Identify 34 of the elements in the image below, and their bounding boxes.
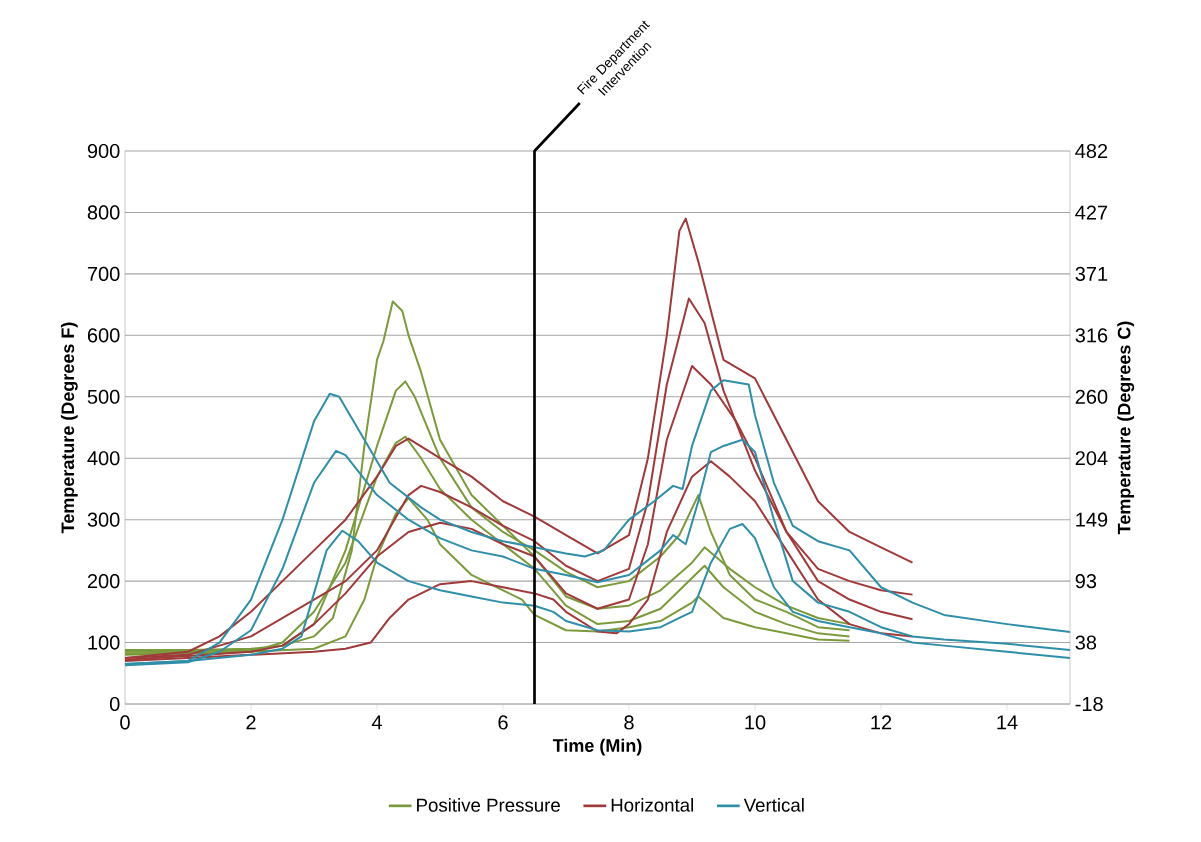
x-tick-label: 6: [498, 715, 508, 730]
y2-tick-label: 93: [1075, 574, 1097, 589]
x-tick-label: 2: [246, 715, 256, 730]
y2-tick-label: 38: [1075, 635, 1097, 650]
y-tick-label: 600: [87, 328, 120, 343]
y2-tick-label: 260: [1075, 389, 1108, 404]
y2-axis-title: Temperature (Degrees C): [1117, 321, 1135, 535]
y-tick-label: 400: [87, 451, 120, 466]
x-tick-label: 8: [624, 715, 634, 730]
x-tick-label: 14: [997, 715, 1018, 730]
y2-tick-label: 482: [1075, 143, 1108, 159]
y2-tick-label: 316: [1075, 328, 1108, 343]
x-tick-label: 12: [871, 715, 892, 730]
y-tick-label: 800: [87, 205, 120, 220]
y-tick-label: 900: [87, 143, 120, 159]
x-axis-title: Time (Min): [552, 738, 642, 756]
y2-tick-label: -18: [1075, 696, 1103, 712]
legend-label: Horizontal: [611, 798, 693, 812]
y-tick-label: 500: [87, 389, 120, 404]
x-tick-label: 0: [120, 715, 130, 730]
y2-tick-label: 371: [1075, 266, 1108, 281]
y-tick-label: 100: [88, 635, 120, 650]
x-tick-label: 10: [745, 715, 766, 730]
legend-label: Positive Pressure: [417, 798, 560, 812]
y-tick-label: 300: [87, 512, 120, 527]
y2-tick-label: 427: [1075, 205, 1108, 220]
y-tick-label: 200: [87, 574, 120, 589]
x-tick-label: 4: [371, 715, 382, 730]
y-axis-title: Temperature (Degrees F): [60, 322, 78, 534]
y2-tick-label: 149: [1076, 512, 1108, 527]
y-tick-label: 0: [109, 696, 120, 712]
legend-label: Vertical: [743, 798, 804, 812]
y-tick-label: 700: [87, 266, 120, 281]
y2-tick-label: 204: [1075, 451, 1108, 466]
